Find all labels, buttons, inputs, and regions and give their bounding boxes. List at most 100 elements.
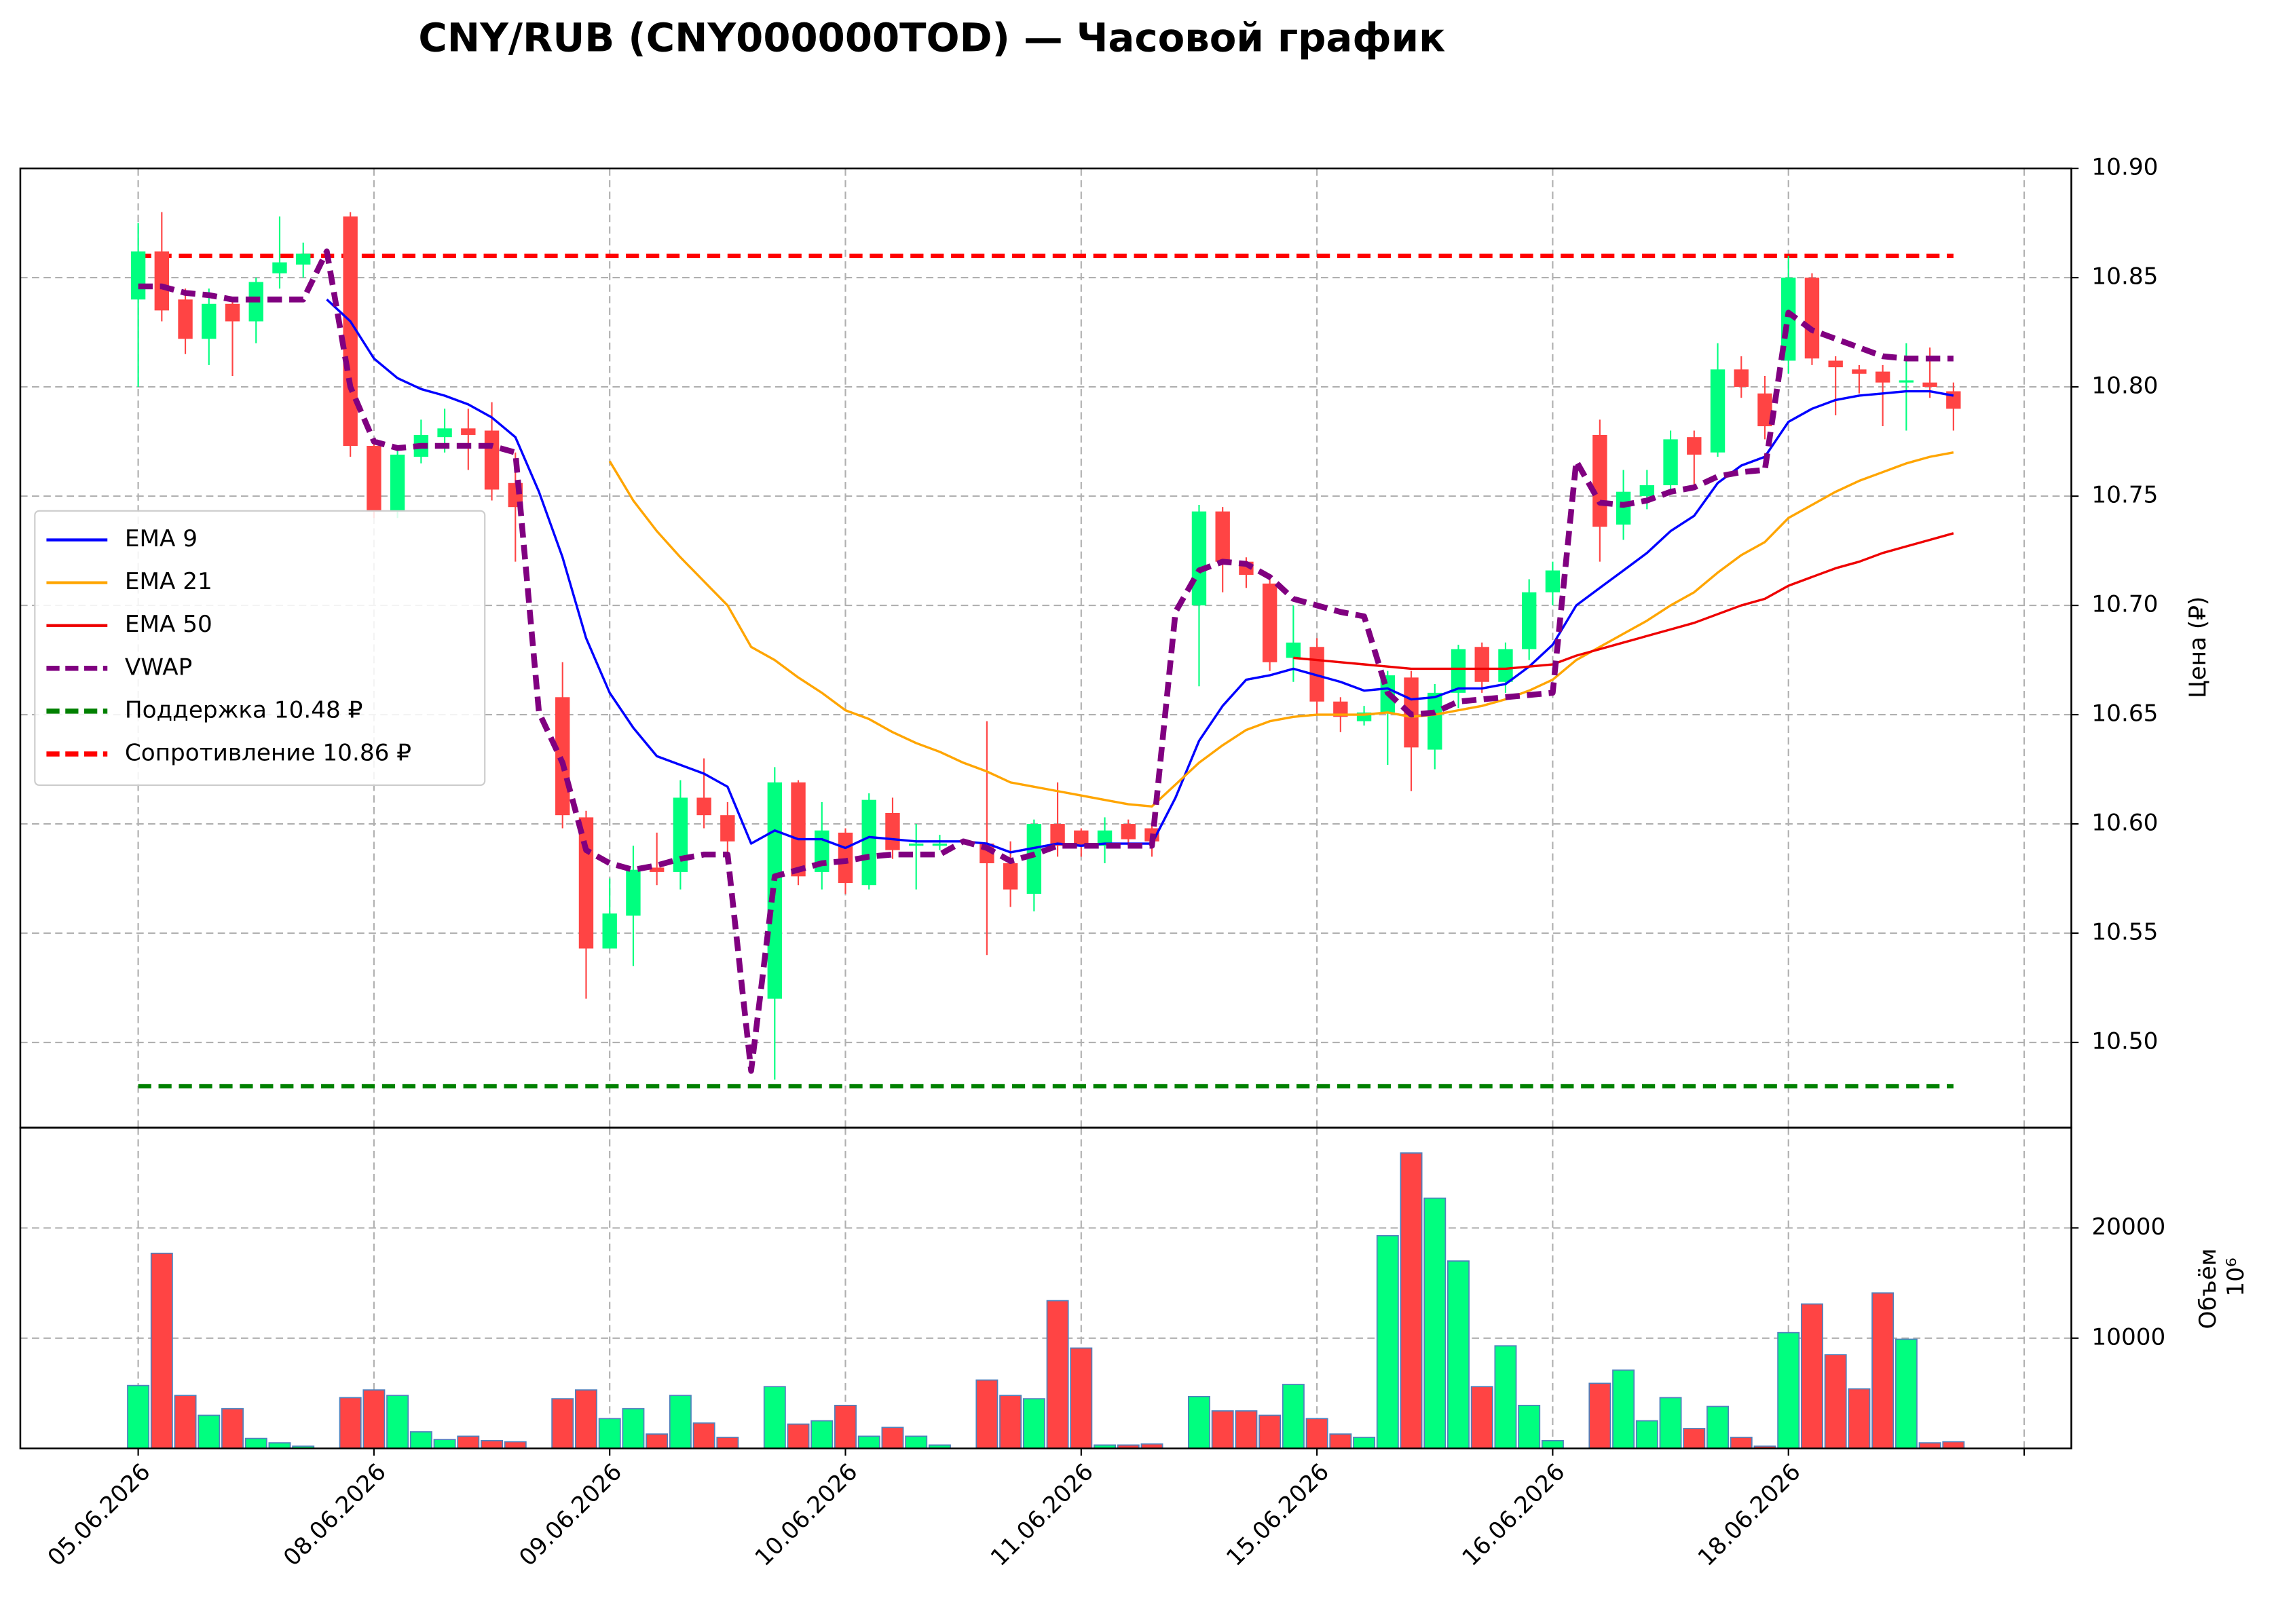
candle-body <box>1663 439 1678 485</box>
volume-bar <box>1022 1398 1045 1450</box>
candle-body <box>720 815 735 842</box>
legend: EMA 9 EMA 21 EMA 50 VWAP Поддержка 10.48 ₽ Со… <box>34 510 486 787</box>
candle-body <box>838 832 853 883</box>
indicator-line <box>608 451 1954 808</box>
volume-bar <box>339 1397 362 1450</box>
y-tick-label: 10.85 <box>2091 263 2158 290</box>
candle-body <box>1687 437 1702 455</box>
volume-bar <box>1258 1414 1282 1450</box>
volume-bar <box>1871 1292 1895 1450</box>
volume-bar <box>504 1441 527 1450</box>
volume-bar <box>1282 1384 1305 1450</box>
candle-body <box>1121 824 1136 839</box>
volume-bar <box>1683 1428 1706 1450</box>
candle-body <box>225 303 240 322</box>
candle-body <box>1710 369 1725 453</box>
candle-body <box>1074 830 1089 846</box>
candle-body <box>1521 592 1537 649</box>
candle-body <box>130 251 146 300</box>
candle-body <box>1639 485 1655 497</box>
volume-bar <box>1588 1382 1611 1450</box>
volume-bar <box>1353 1437 1376 1450</box>
volume-bar <box>1730 1437 1753 1450</box>
volume-bar <box>1400 1152 1423 1450</box>
volume-bar <box>457 1435 480 1450</box>
candle-body <box>1781 278 1796 361</box>
candle-body <box>1828 360 1843 368</box>
volume-bar <box>881 1427 904 1450</box>
candle-body <box>1852 369 1867 374</box>
legend-label: EMA 50 <box>125 611 212 638</box>
candle-body <box>272 262 287 273</box>
candle-body <box>178 299 193 339</box>
candle-body <box>1262 583 1277 662</box>
volume-bar <box>1423 1197 1447 1450</box>
volume-bar <box>198 1414 221 1450</box>
legend-box <box>34 510 486 787</box>
volume-bar <box>1635 1420 1658 1450</box>
candle-body <box>1428 692 1442 750</box>
volume-tick-label: 20000 <box>2091 1213 2165 1241</box>
candle-body <box>885 812 900 850</box>
candle-body <box>932 844 948 846</box>
chart-title: CNY/RUB (CNY000000TOD) — Часовой график <box>418 15 1445 61</box>
volume-bar <box>551 1398 574 1450</box>
candle-body <box>1757 393 1772 427</box>
y-tick-label: 10.80 <box>2091 373 2158 400</box>
candle-body <box>696 797 711 816</box>
y-tick-label: 10.50 <box>2091 1028 2158 1055</box>
volume-bar <box>834 1404 857 1450</box>
volume-bar <box>1305 1418 1328 1450</box>
candle-body <box>791 782 806 877</box>
volume-bar <box>127 1384 150 1450</box>
axes-frame <box>19 1127 2072 1450</box>
candle-body <box>649 867 665 872</box>
volume-bar <box>575 1389 597 1450</box>
volume-bar <box>1824 1354 1847 1450</box>
candle-body <box>1003 863 1018 890</box>
volume-bar <box>221 1408 244 1450</box>
y-tick-label: 10.75 <box>2091 482 2158 509</box>
volume-bar <box>810 1420 834 1450</box>
volume-bar <box>646 1433 669 1450</box>
candle-body <box>1333 701 1348 717</box>
volume-bar <box>1187 1396 1210 1450</box>
volume-bar <box>174 1395 197 1450</box>
candle-body <box>1191 511 1207 606</box>
volume-bar <box>1470 1386 1493 1450</box>
volume-bar <box>1541 1439 1564 1450</box>
candle-body <box>909 844 924 846</box>
candle-body <box>1545 570 1561 592</box>
candle-body <box>296 253 311 265</box>
volume-bar <box>1800 1303 1823 1450</box>
candle-body <box>602 913 617 949</box>
volume-bar <box>481 1439 504 1450</box>
candle-body <box>367 446 381 512</box>
candle-body <box>1804 278 1820 359</box>
candle-body <box>1734 369 1749 388</box>
volume-bar <box>716 1437 739 1450</box>
volume-bar <box>1706 1405 1729 1450</box>
indicator-line <box>1293 532 1954 671</box>
candle-body <box>1592 434 1607 527</box>
volume-bar <box>763 1386 786 1450</box>
candle-body <box>1474 647 1489 682</box>
legend-label: EMA 21 <box>125 568 212 595</box>
volume-bar <box>692 1422 715 1450</box>
volume-bar <box>1211 1410 1234 1450</box>
volume-bar <box>669 1395 692 1450</box>
y-tick-label: 10.90 <box>2091 154 2158 181</box>
y-tick-label: 10.65 <box>2091 700 2158 728</box>
y-tick-label: 10.60 <box>2091 810 2158 837</box>
candle-body <box>861 799 876 886</box>
volume-bar <box>1659 1397 1682 1450</box>
volume-bar <box>1777 1332 1800 1450</box>
legend-label: Поддержка 10.48 ₽ <box>125 696 363 723</box>
volume-bar <box>1235 1410 1258 1450</box>
candle-body <box>1215 511 1230 562</box>
volume-bar <box>1046 1300 1069 1450</box>
candle-body <box>673 797 688 872</box>
candle-body <box>202 303 217 339</box>
